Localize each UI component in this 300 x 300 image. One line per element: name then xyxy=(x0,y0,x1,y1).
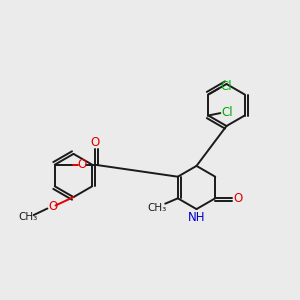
Text: CH₃: CH₃ xyxy=(18,212,37,223)
Text: O: O xyxy=(48,200,57,213)
Text: CH₃: CH₃ xyxy=(148,203,167,213)
Text: O: O xyxy=(90,136,99,149)
Text: Cl: Cl xyxy=(221,106,233,119)
Text: O: O xyxy=(77,158,86,171)
Text: NH: NH xyxy=(188,211,205,224)
Text: O: O xyxy=(234,192,243,205)
Text: Cl: Cl xyxy=(220,80,232,94)
